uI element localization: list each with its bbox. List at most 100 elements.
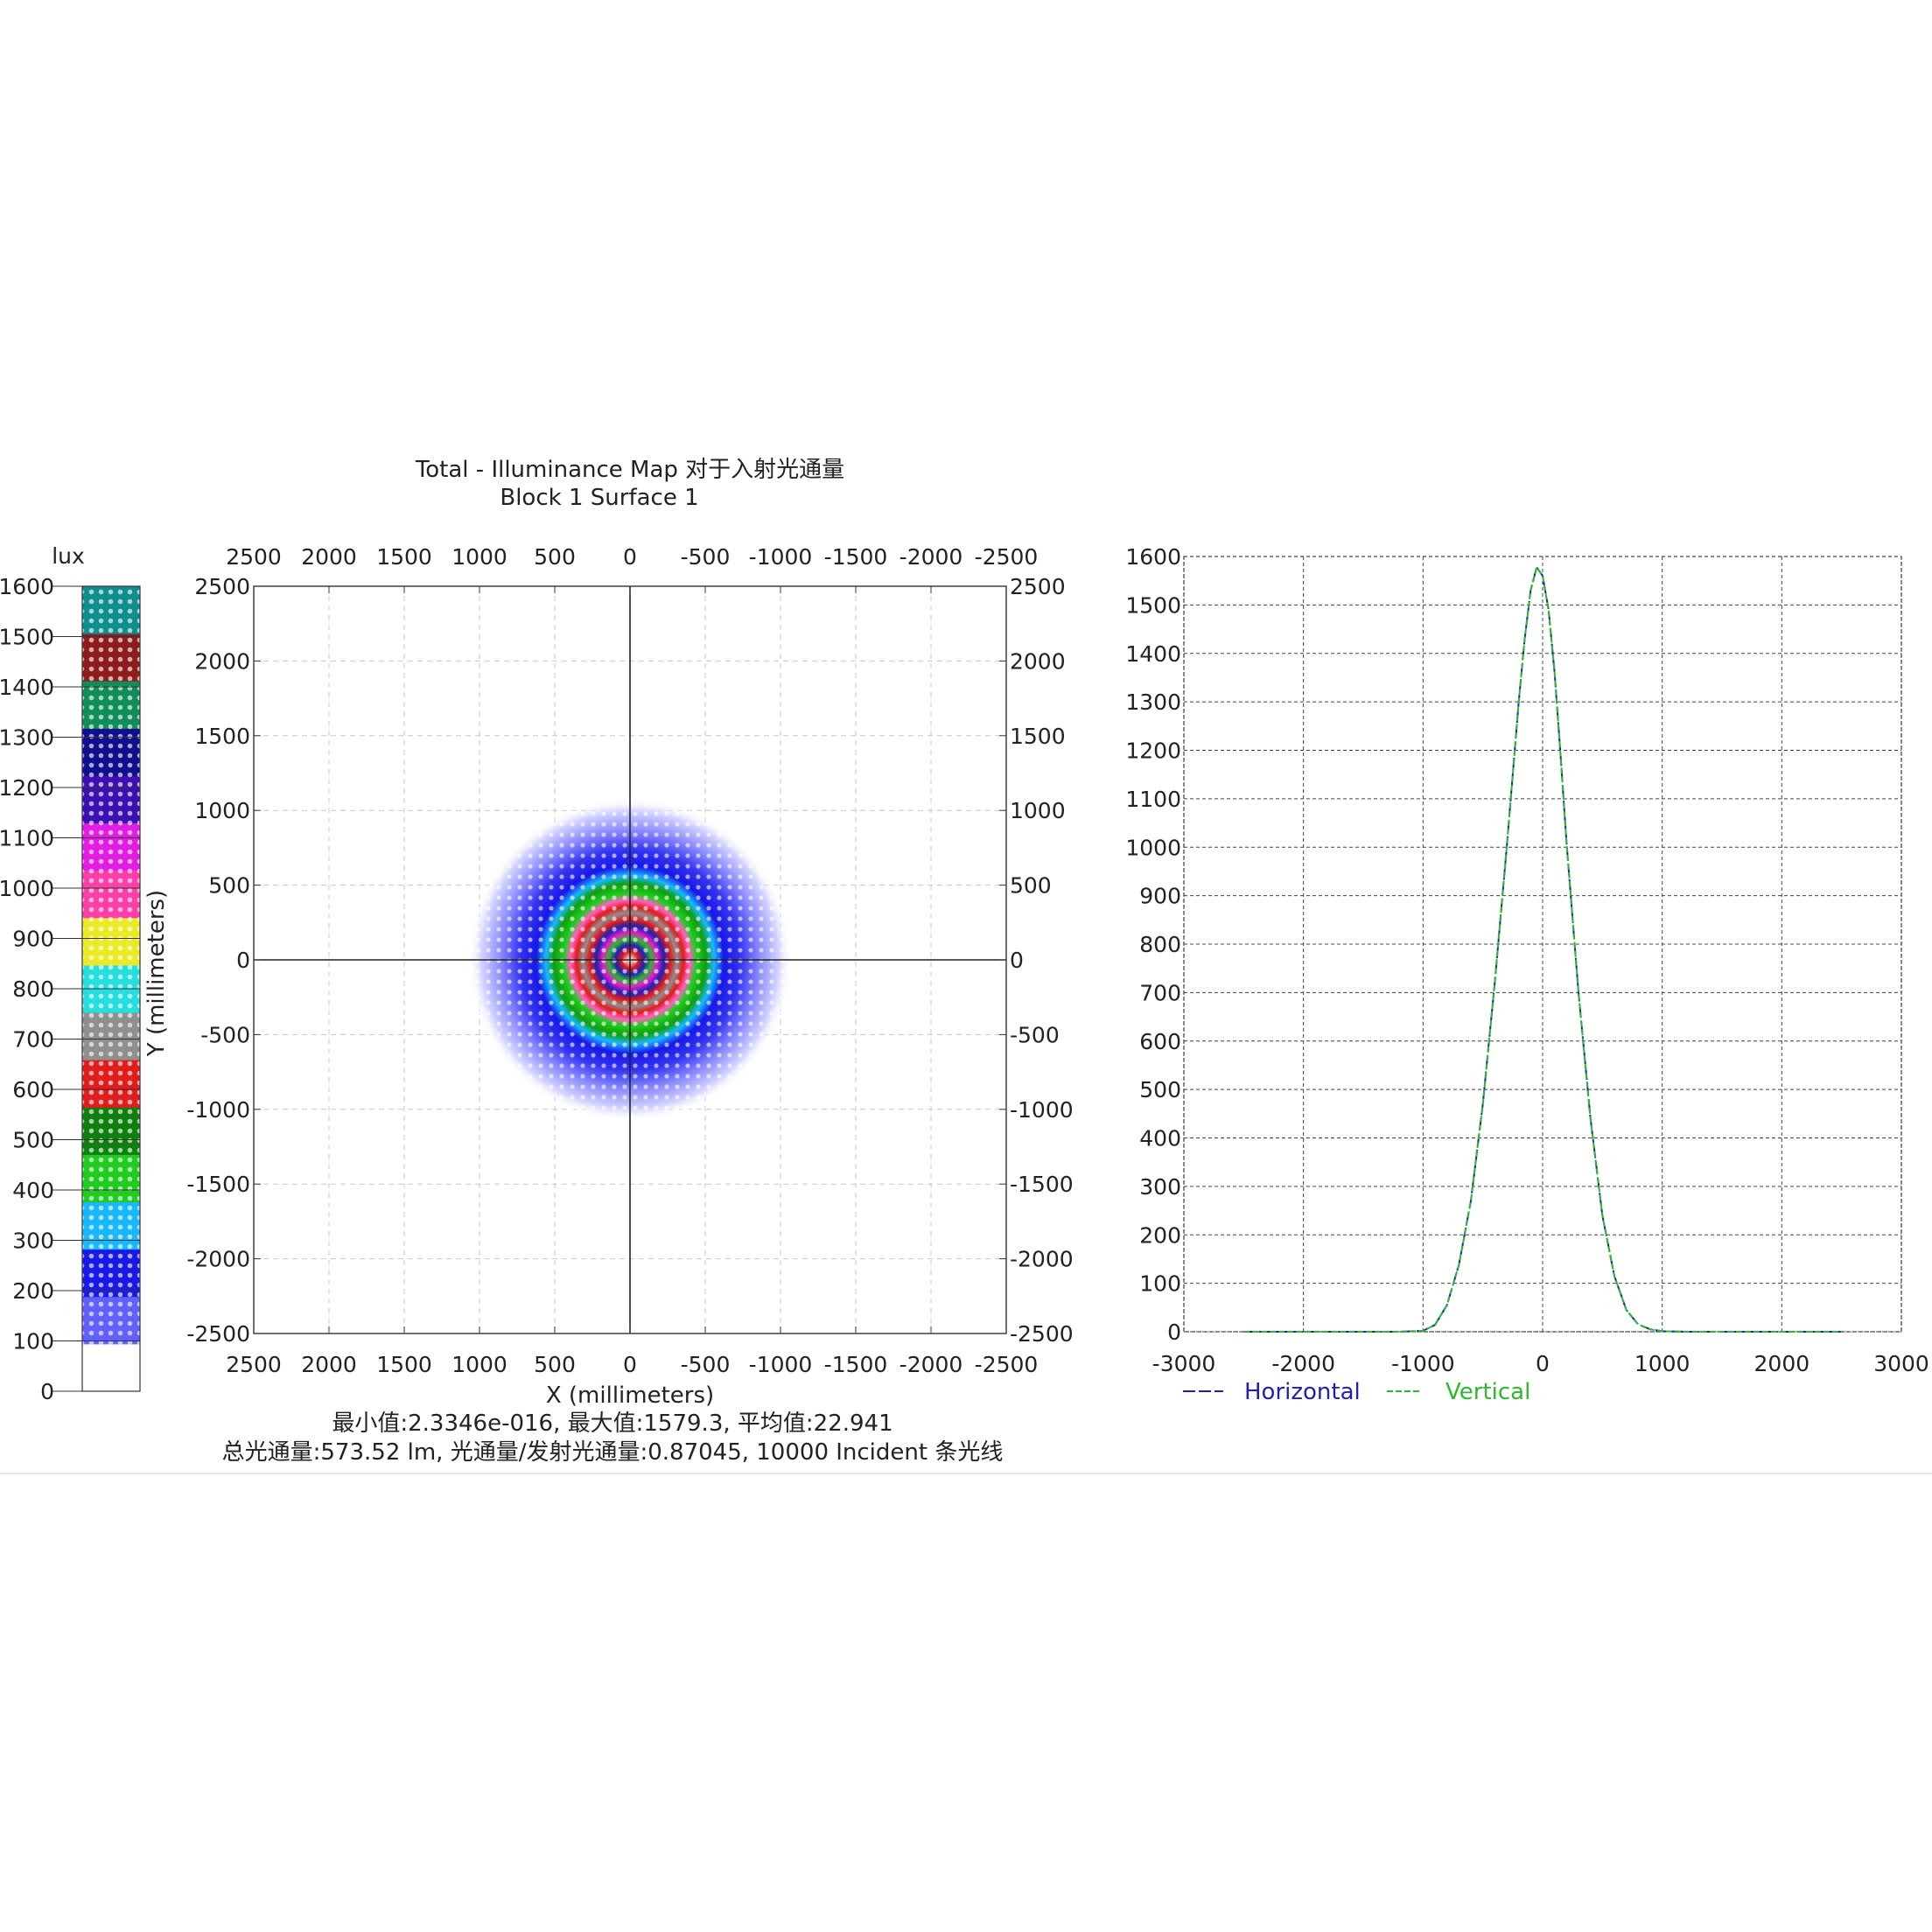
map-right-tick-label: 2000 xyxy=(1010,648,1066,674)
map-right-tick-label: -500 xyxy=(1010,1022,1060,1047)
map-y-axis-label: Y (millimeters) xyxy=(144,890,170,1057)
map-subtitle: Block 1 Surface 1 xyxy=(500,485,698,511)
map-bottom-tick-label: -2000 xyxy=(900,1352,963,1377)
map-top-tick-label: 0 xyxy=(623,544,637,570)
map-top-tick-label: 1500 xyxy=(376,544,432,570)
profile-y-tick-label: 100 xyxy=(1139,1271,1181,1297)
map-right-tick-label: -1000 xyxy=(1010,1097,1074,1123)
profile-y-tick-label: 1100 xyxy=(1125,787,1181,812)
profile-y-tick-label: 1500 xyxy=(1125,592,1181,618)
map-top-tick-label: -1500 xyxy=(824,544,888,570)
map-top-tick-label: 1000 xyxy=(452,544,508,570)
map-left-tick-label: -500 xyxy=(200,1022,250,1047)
map-bottom-tick-label: 0 xyxy=(623,1352,637,1377)
map-bottom-tick-label: 2500 xyxy=(226,1352,282,1377)
colorbar-unit: lux xyxy=(52,543,85,569)
colorbar-tick-label: 1600 xyxy=(0,574,54,599)
profile-y-tick-label: 800 xyxy=(1139,932,1181,957)
map-left-tick-label: 1500 xyxy=(194,724,250,749)
map-bottom-tick-label: -2500 xyxy=(975,1352,1039,1377)
profile-chart: -3000 -2000 -1000 0 1000 2000 3000 0 100 200 300 40… xyxy=(1125,544,1928,1405)
map-right-tick-label: 1500 xyxy=(1010,724,1066,749)
map-left-tick-label: 0 xyxy=(236,948,250,973)
colorbar-tick-label: 1300 xyxy=(0,725,54,751)
colorbar-tick-label: 1200 xyxy=(0,775,54,801)
colorbar-tick-label: 1400 xyxy=(0,675,54,700)
profile-series xyxy=(1243,566,1842,1333)
map-top-tick-label: 2000 xyxy=(301,544,357,570)
legend-label-horizontal: Horizontal xyxy=(1244,1379,1361,1405)
map-top-tick-label: -2500 xyxy=(975,544,1039,570)
profile-y-tick-label: 1600 xyxy=(1125,544,1181,570)
map-left-tick-label: -2000 xyxy=(186,1247,250,1272)
profile-y-tick-label: 700 xyxy=(1139,980,1181,1005)
colorbar-tick-label: 1500 xyxy=(0,625,54,650)
profile-frame xyxy=(1183,556,1902,1333)
colorbar-tick-label: 0 xyxy=(40,1379,54,1404)
map-right-tick-label: -2000 xyxy=(1010,1247,1074,1272)
map-bottom-tick-label: 1000 xyxy=(452,1352,508,1377)
colorbar-tick-label: 200 xyxy=(12,1278,54,1304)
profile-y-tick-label: 0 xyxy=(1167,1320,1181,1345)
illuminance-map: 2500 2500 2500 2500 2000 2000 2000 2000 1500 1500… xyxy=(144,544,1074,1409)
map-right-tick-label: 1000 xyxy=(1010,798,1066,823)
profile-y-tick-label: 600 xyxy=(1139,1029,1181,1054)
map-top-tick-label: -2000 xyxy=(900,544,963,570)
colorbar-tick-label: 800 xyxy=(12,976,54,1002)
bottom-divider xyxy=(0,1473,1932,1474)
colorbar-tick-label: 400 xyxy=(12,1178,54,1203)
colorbar: lux 160015001400130012001100100090080070… xyxy=(0,543,141,1404)
map-bottom-tick-label: -1000 xyxy=(749,1352,813,1377)
profile-y-tick-label: 1000 xyxy=(1125,835,1181,860)
profile-x-tick-label: 3000 xyxy=(1873,1351,1929,1376)
colorbar-tick-label: 100 xyxy=(12,1329,54,1354)
map-left-tick-label: -1500 xyxy=(186,1172,250,1197)
map-right-tick-label: -2500 xyxy=(1010,1321,1074,1347)
map-top-tick-label: 2500 xyxy=(226,544,282,570)
map-left-tick-label: 1000 xyxy=(194,798,250,823)
profile-y-tick-label: 1200 xyxy=(1125,738,1181,764)
map-bottom-tick-label: 2000 xyxy=(301,1352,357,1377)
map-title: Total - Illuminance Map 对于入射光通量 xyxy=(415,457,844,483)
profile-x-tick-label: 0 xyxy=(1536,1351,1550,1376)
profile-x-tick-label: -3000 xyxy=(1152,1351,1216,1376)
map-top-tick-label: 500 xyxy=(534,544,576,570)
colorbar-tick-label: 1000 xyxy=(0,876,54,901)
map-right-tick-label: -1500 xyxy=(1010,1172,1074,1197)
profile-y-tick-label: 500 xyxy=(1139,1077,1181,1102)
profile-x-tick-label: 1000 xyxy=(1634,1351,1690,1376)
profile-legend: Horizontal Vertical xyxy=(1183,1379,1530,1405)
colorbar-tick-label: 1100 xyxy=(0,826,54,851)
map-top-tick-label: -1000 xyxy=(749,544,813,570)
profile-x-tick-label: 2000 xyxy=(1754,1351,1810,1376)
profile-y-tick-label: 400 xyxy=(1139,1126,1181,1152)
map-top-tick-label: -500 xyxy=(681,544,731,570)
profile-y-tick-label: 900 xyxy=(1139,884,1181,909)
map-left-tick-label: -1000 xyxy=(186,1097,250,1123)
stats-line-2: 总光通量:573.52 lm, 光通量/发射光通量:0.87045, 10000… xyxy=(222,1439,1004,1466)
map-left-tick-label: 500 xyxy=(208,873,250,899)
stats-line-1: 最小值:2.3346e-016, 最大值:1579.3, 平均值:22.941 xyxy=(332,1410,892,1437)
map-left-tick-label: 2500 xyxy=(194,574,250,599)
colorbar-ticks: 1600150014001300120011001000900800700600… xyxy=(0,574,140,1404)
map-right-tick-label: 0 xyxy=(1010,948,1024,973)
profile-y-tick-label: 200 xyxy=(1139,1222,1181,1248)
map-bottom-tick-label: 500 xyxy=(534,1352,576,1377)
profile-x-tick-label: -1000 xyxy=(1391,1351,1455,1376)
legend-label-vertical: Vertical xyxy=(1446,1379,1530,1405)
profile-y-tick-label: 1400 xyxy=(1125,641,1181,667)
colorbar-tick-label: 300 xyxy=(12,1228,54,1254)
profile-x-tick-label: -2000 xyxy=(1271,1351,1335,1376)
map-left-tick-label: 2000 xyxy=(194,648,250,674)
map-x-axis-label: X (millimeters) xyxy=(546,1382,714,1409)
colorbar-tick-label: 500 xyxy=(12,1128,54,1153)
map-bottom-tick-label: 1500 xyxy=(376,1352,432,1377)
map-right-tick-label: 500 xyxy=(1010,873,1052,899)
profile-tick-labels: -3000 -2000 -1000 0 1000 2000 3000 0 100 200 300 40… xyxy=(1125,544,1928,1376)
colorbar-tick-label: 900 xyxy=(12,927,54,952)
map-bottom-tick-label: -500 xyxy=(681,1352,731,1377)
profile-y-tick-label: 1300 xyxy=(1125,690,1181,715)
profile-y-tick-label: 300 xyxy=(1139,1174,1181,1200)
colorbar-tick-label: 600 xyxy=(12,1077,54,1102)
